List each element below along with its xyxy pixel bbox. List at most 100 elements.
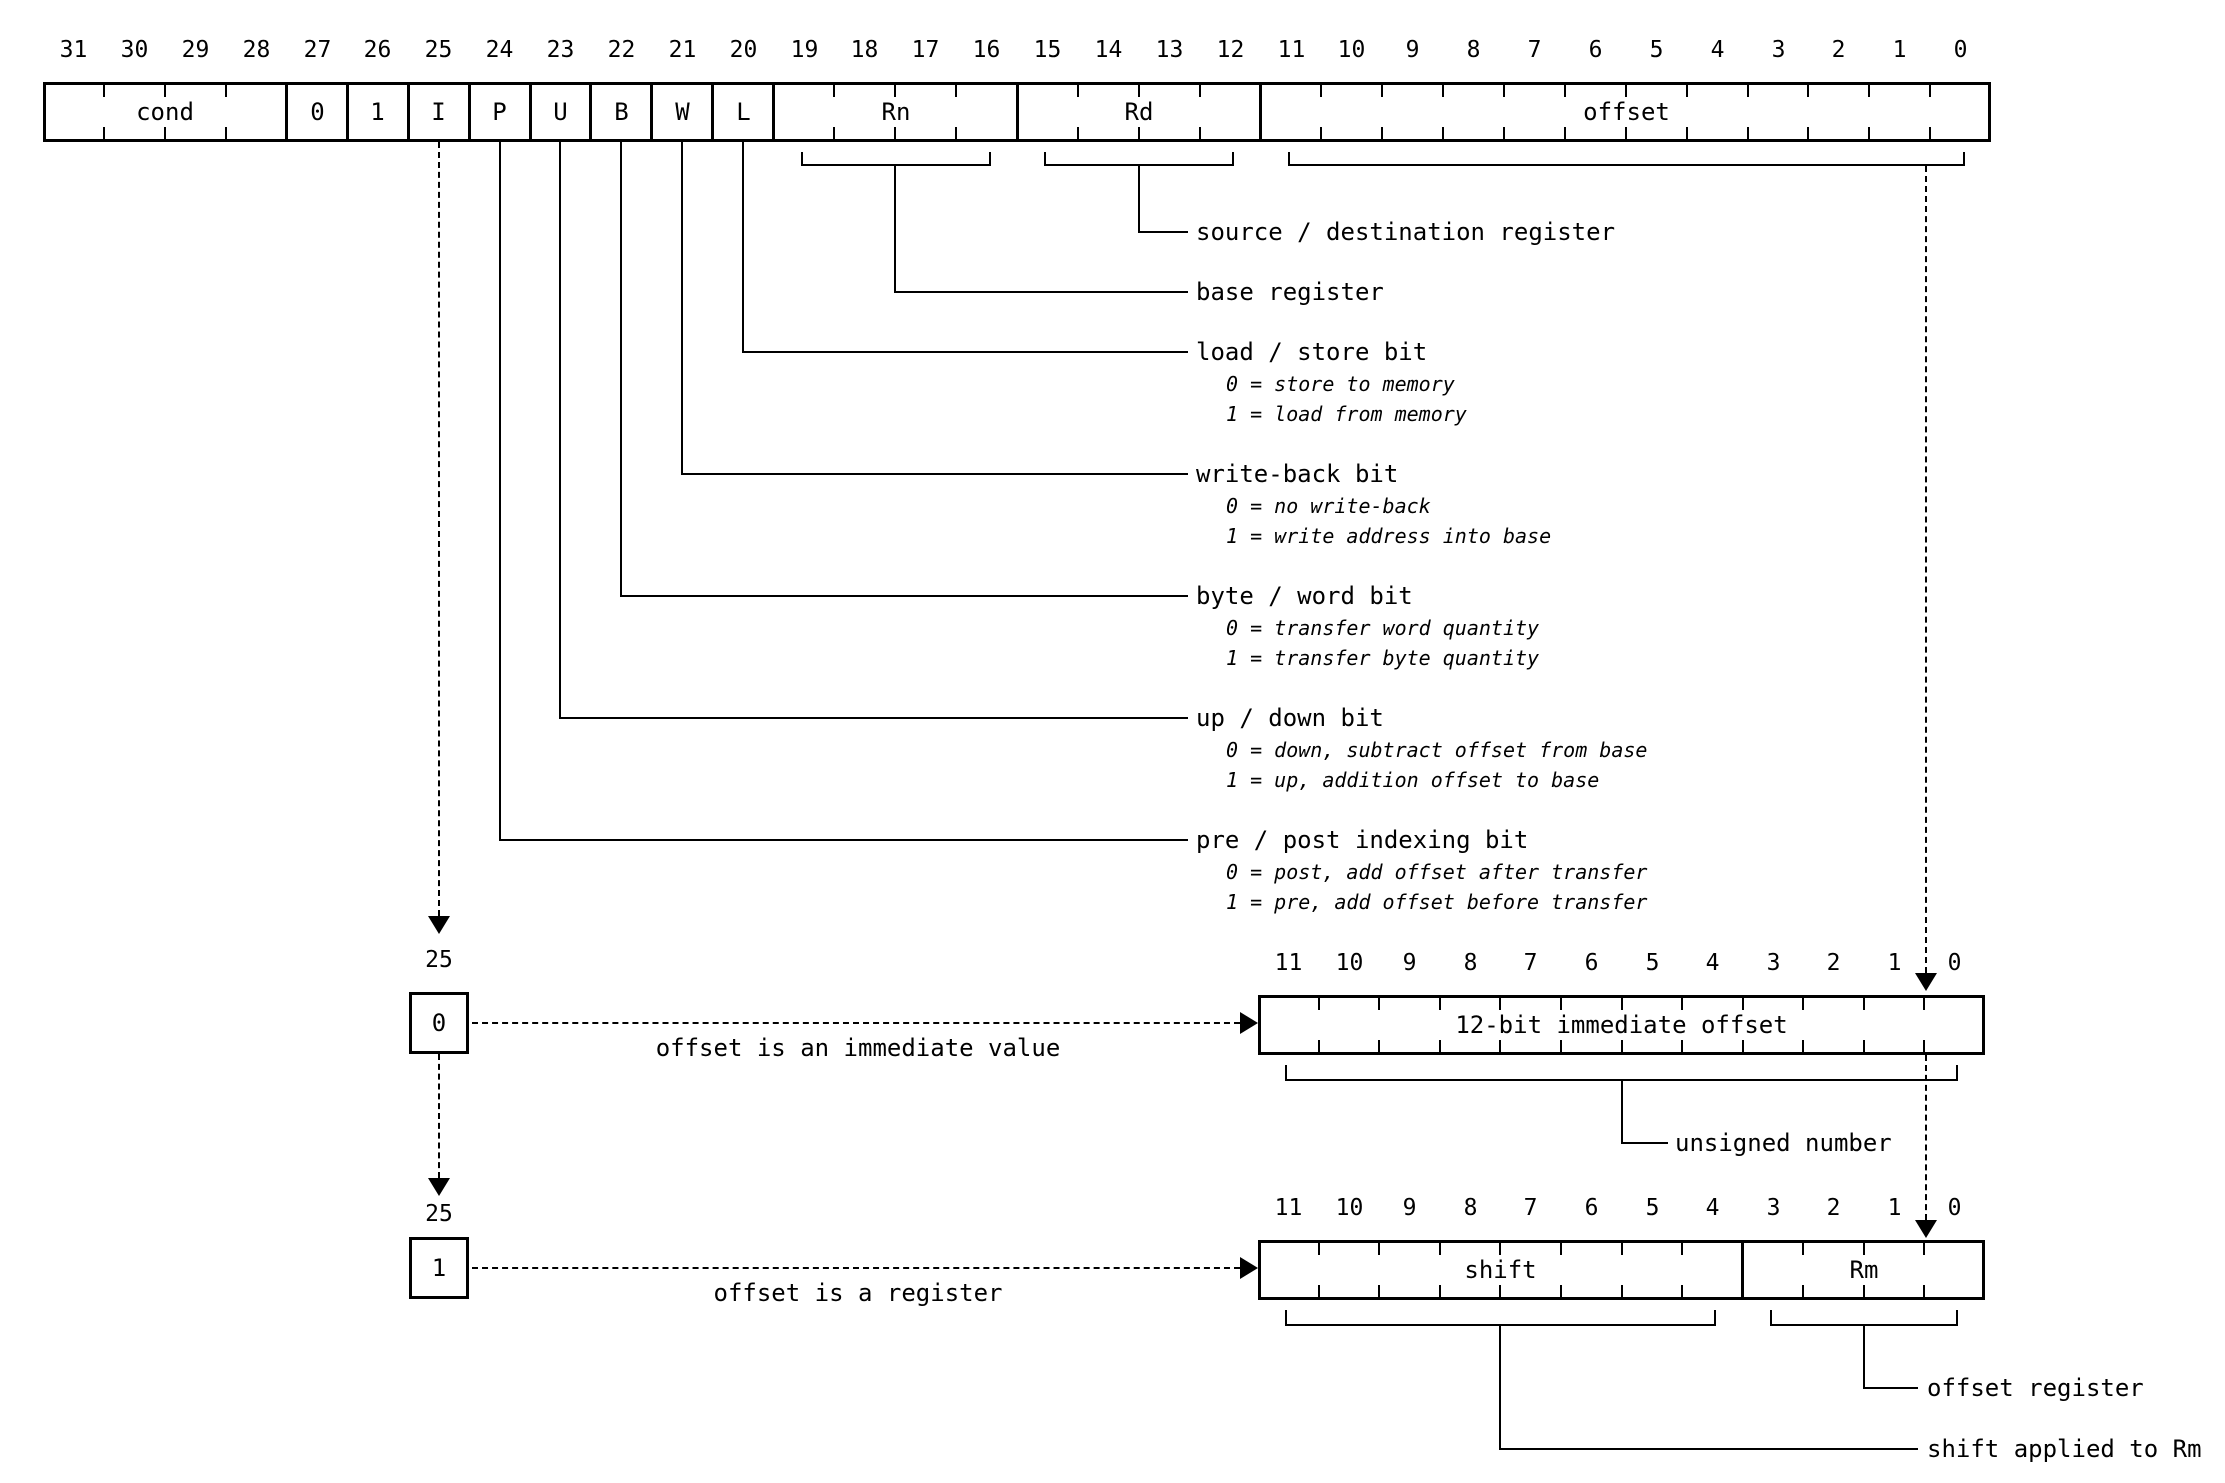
main-bit-tick [1199, 127, 1201, 139]
main-field-divider [407, 82, 410, 142]
l-annotation-label: load / store bit [1196, 338, 1428, 366]
main-field-W-label: W [675, 98, 690, 126]
imm-bit-number-3: 3 [1766, 950, 1781, 976]
main-bit-number-23: 23 [546, 37, 575, 63]
i-bit-value-1-box: 1 [409, 1237, 469, 1299]
shift-applied-callout-line [1499, 1326, 1501, 1450]
main-field-divider [1259, 82, 1262, 142]
imm-bit-tick [1802, 1040, 1804, 1052]
regv-bit-tick [1621, 1243, 1623, 1255]
regv-bit-tick [1681, 1243, 1683, 1255]
l-annotation-subline: 1 = load from memory [1226, 402, 1467, 426]
regv-bit-number-0: 0 [1947, 1195, 1962, 1221]
imm-bit-tick [1621, 998, 1623, 1010]
regv-bit-number-2: 2 [1826, 1195, 1841, 1221]
imm-bit-tick [1802, 998, 1804, 1010]
main-bit-number-21: 21 [668, 37, 697, 63]
main-bit-tick [1929, 85, 1931, 97]
shift-field-bracket [1285, 1310, 1716, 1326]
rn-annotation-line [894, 166, 896, 293]
main-bit-tick [1381, 127, 1383, 139]
register-variant-bit-position: 25 [425, 1201, 453, 1227]
main-field-const1-label: 1 [370, 98, 385, 126]
main-bit-number-9: 9 [1405, 37, 1420, 63]
i-bit-value-0-box: 0 [409, 992, 469, 1054]
regv-bit-tick [1318, 1243, 1320, 1255]
main-bit-number-31: 31 [59, 37, 88, 63]
main-bit-tick [894, 85, 896, 97]
imm-bit-tick [1499, 998, 1501, 1010]
rn-field-bracket [801, 152, 991, 166]
main-bit-tick [1138, 127, 1140, 139]
regv-bit-number-10: 10 [1335, 1195, 1364, 1221]
imm-bit-tick [1439, 998, 1441, 1010]
offset-dashed-line [1925, 166, 1927, 973]
regv-bit-tick [1378, 1243, 1380, 1255]
regv-bit-tick [1318, 1285, 1320, 1297]
arrowhead-down-icon [428, 1178, 450, 1196]
main-bit-number-10: 10 [1337, 37, 1366, 63]
imm-bit-number-10: 10 [1335, 950, 1364, 976]
main-bit-tick [1625, 85, 1627, 97]
main-bit-tick [1564, 127, 1566, 139]
imm-bit-number-7: 7 [1523, 950, 1538, 976]
arrowhead-right-icon [1240, 1257, 1258, 1279]
regv-bit-number-3: 3 [1766, 1195, 1781, 1221]
imm-bit-tick [1439, 1040, 1441, 1052]
main-bit-tick [103, 127, 105, 139]
main-bit-tick [1503, 127, 1505, 139]
regv-field-divider [1741, 1240, 1744, 1300]
main-bit-tick [1686, 85, 1688, 97]
imm-bit-number-5: 5 [1645, 950, 1660, 976]
regv-bit-tick [1378, 1285, 1380, 1297]
main-field-Rn-label: Rn [881, 98, 911, 126]
regv-bit-tick [1923, 1243, 1925, 1255]
main-bit-number-0: 0 [1953, 37, 1968, 63]
main-bit-tick [1807, 85, 1809, 97]
imm-bit-number-6: 6 [1584, 950, 1599, 976]
main-bit-tick [164, 85, 166, 97]
main-bit-tick [894, 127, 896, 139]
imm-bit-tick [1560, 998, 1562, 1010]
main-bit-number-22: 22 [607, 37, 636, 63]
main-bit-tick [1929, 127, 1931, 139]
main-bit-tick [955, 127, 957, 139]
main-field-P-label: P [492, 98, 507, 126]
main-field-divider [529, 82, 532, 142]
l-annotation-subline: 0 = store to memory [1226, 372, 1455, 396]
imm-field-imm12-label: 12-bit immediate offset [1455, 1011, 1788, 1039]
main-bit-tick [1442, 85, 1444, 97]
rn-annotation-label: base register [1196, 278, 1384, 306]
register-variant-description: offset is a register [713, 1279, 1003, 1307]
main-bit-number-26: 26 [363, 37, 392, 63]
main-field-divider [772, 82, 775, 142]
imm-bit-tick [1378, 998, 1380, 1010]
main-bit-number-19: 19 [790, 37, 819, 63]
main-bit-number-24: 24 [485, 37, 514, 63]
regv-bit-tick [1439, 1243, 1441, 1255]
imm-bit-number-0: 0 [1947, 950, 1962, 976]
regv-bit-tick [1560, 1285, 1562, 1297]
regv-bit-tick [1499, 1243, 1501, 1255]
imm-bit-number-9: 9 [1402, 950, 1417, 976]
main-field-divider [1016, 82, 1019, 142]
arrowhead-right-icon [1240, 1012, 1258, 1034]
p-annotation-line [499, 839, 1188, 841]
imm-bit-tick [1681, 998, 1683, 1010]
b-annotation-label: byte / word bit [1196, 582, 1413, 610]
imm-bit-number-8: 8 [1463, 950, 1478, 976]
main-bit-tick [1077, 85, 1079, 97]
main-bit-tick [1747, 127, 1749, 139]
u-annotation-subline: 1 = up, addition offset to base [1226, 768, 1600, 792]
imm-bit-tick [1923, 998, 1925, 1010]
main-bit-number-8: 8 [1466, 37, 1481, 63]
main-bit-number-30: 30 [120, 37, 149, 63]
imm-bit-tick [1560, 1040, 1562, 1052]
regv-field-Rm-label: Rm [1849, 1256, 1879, 1284]
imm-bit-tick [1378, 1040, 1380, 1052]
main-bit-tick [1320, 85, 1322, 97]
arrowhead-down-icon [1915, 973, 1937, 991]
rd-annotation-line [1138, 166, 1140, 233]
main-bit-tick [1625, 127, 1627, 139]
